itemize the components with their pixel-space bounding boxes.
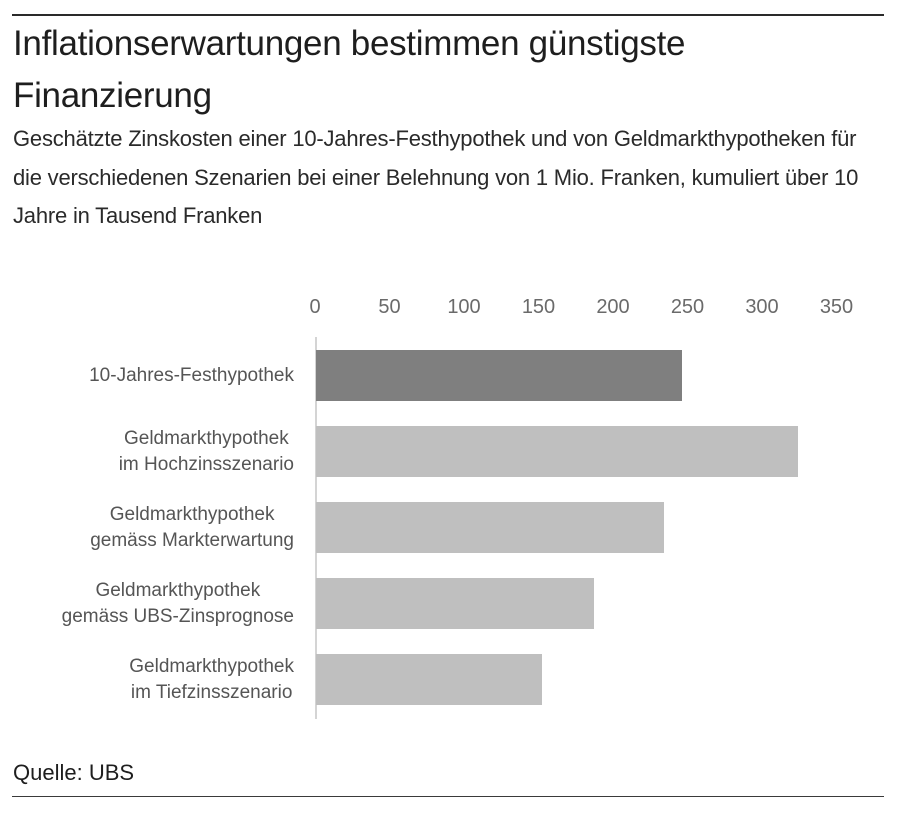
x-tick: 150 (521, 296, 556, 318)
x-tick: 250 (670, 296, 705, 318)
x-tick: 100 (447, 296, 481, 318)
category-label: Geldmarkthypothek im Hochzinsszenario (0, 426, 294, 477)
x-tick: 0 (309, 296, 321, 318)
category-label-text: 10-Jahres-Festhypothek (89, 364, 294, 386)
chart-title: Inflationserwartungen bestimmen günstigs… (13, 24, 686, 115)
x-tick: 50 (378, 296, 401, 318)
x-tick: 300 (745, 296, 779, 318)
bar-markterwartung (316, 502, 665, 553)
source-note: Quelle: UBS (13, 760, 135, 785)
category-label-text: Geldmarkthypothek gemäss UBS-Zinsprognos… (61, 579, 294, 627)
category-label: Geldmarkthypothek gemäss Markterwartung (0, 502, 294, 553)
chart-subtitle: Geschätzte Zinskosten einer 10-Jahres-Fe… (13, 126, 859, 228)
bottom-rule (12, 796, 884, 797)
category-label-text: Geldmarkthypothek im Tiefzinsszenario (129, 655, 294, 703)
category-label: Geldmarkthypothek gemäss UBS-Zinsprognos… (0, 578, 294, 629)
category-label-text: Geldmarkthypothek gemäss Markterwartung (90, 503, 294, 551)
x-tick: 350 (819, 296, 854, 318)
category-label: Geldmarkthypothek im Tiefzinsszenario (0, 654, 294, 705)
category-label: 10-Jahres-Festhypothek (0, 350, 294, 401)
x-tick: 200 (596, 296, 630, 318)
bar-festhypothek (316, 350, 683, 401)
top-rule (12, 14, 884, 16)
bar-hochzins (316, 426, 799, 477)
category-label-text: Geldmarkthypothek im Hochzinsszenario (118, 427, 294, 475)
bar-ubs-prognose (316, 578, 595, 629)
bar-tiefzins (316, 654, 543, 705)
